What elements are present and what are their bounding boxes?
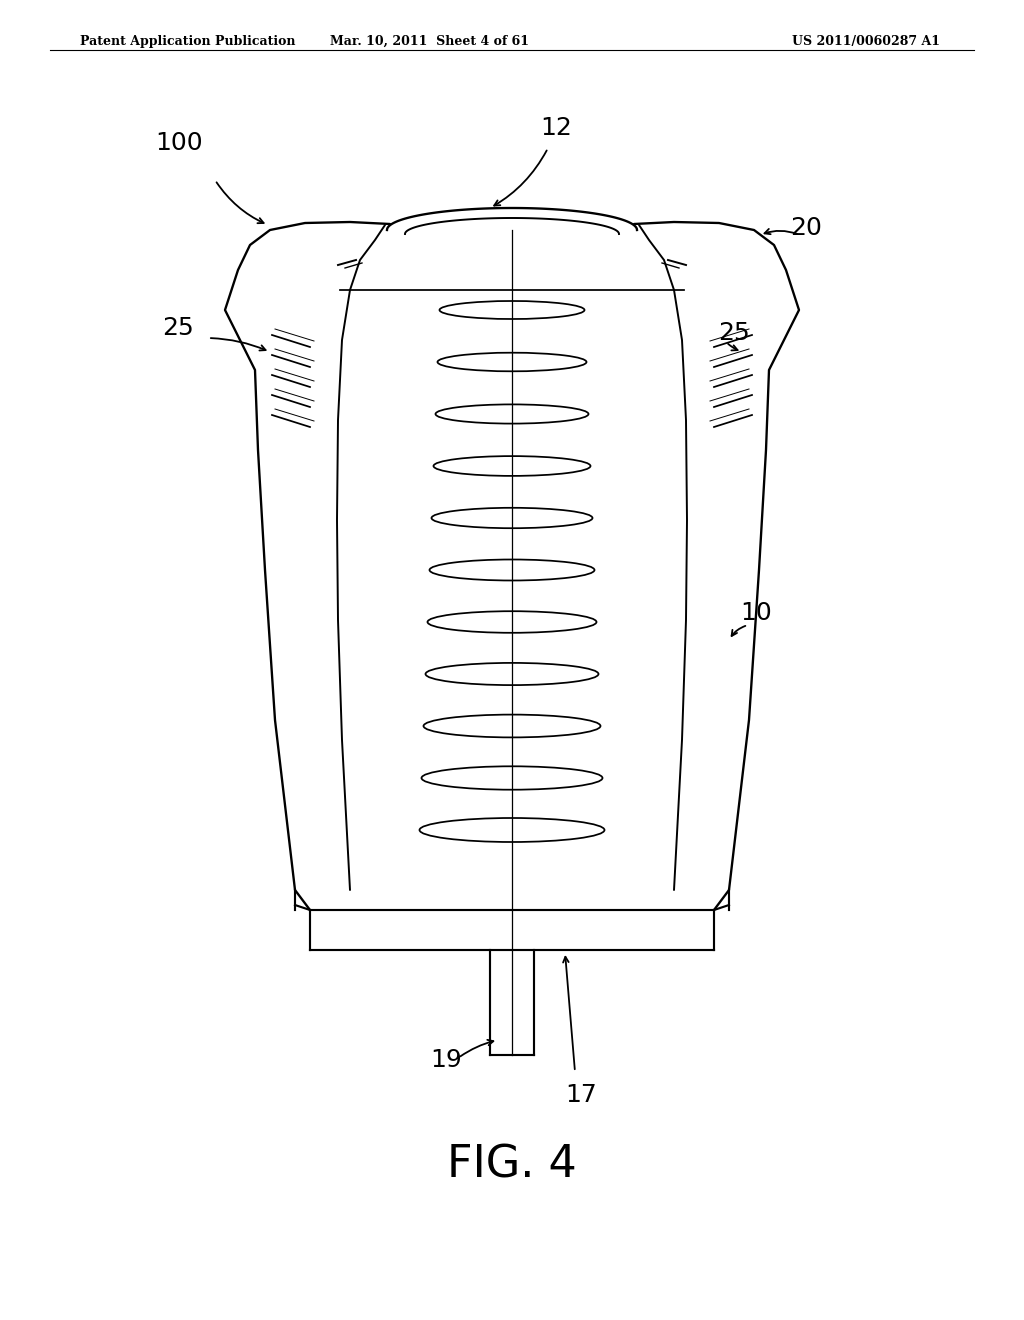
Text: US 2011/0060287 A1: US 2011/0060287 A1	[792, 36, 940, 48]
Text: 10: 10	[740, 601, 772, 624]
Text: 100: 100	[155, 131, 203, 154]
Text: FIG. 4: FIG. 4	[447, 1143, 577, 1187]
Text: Patent Application Publication: Patent Application Publication	[80, 36, 296, 48]
Text: 25: 25	[718, 321, 750, 345]
Text: 25: 25	[162, 315, 194, 341]
Text: 20: 20	[790, 216, 822, 240]
Text: Mar. 10, 2011  Sheet 4 of 61: Mar. 10, 2011 Sheet 4 of 61	[331, 36, 529, 48]
Text: 19: 19	[430, 1048, 462, 1072]
Text: 17: 17	[565, 1082, 597, 1107]
Text: 12: 12	[540, 116, 571, 140]
